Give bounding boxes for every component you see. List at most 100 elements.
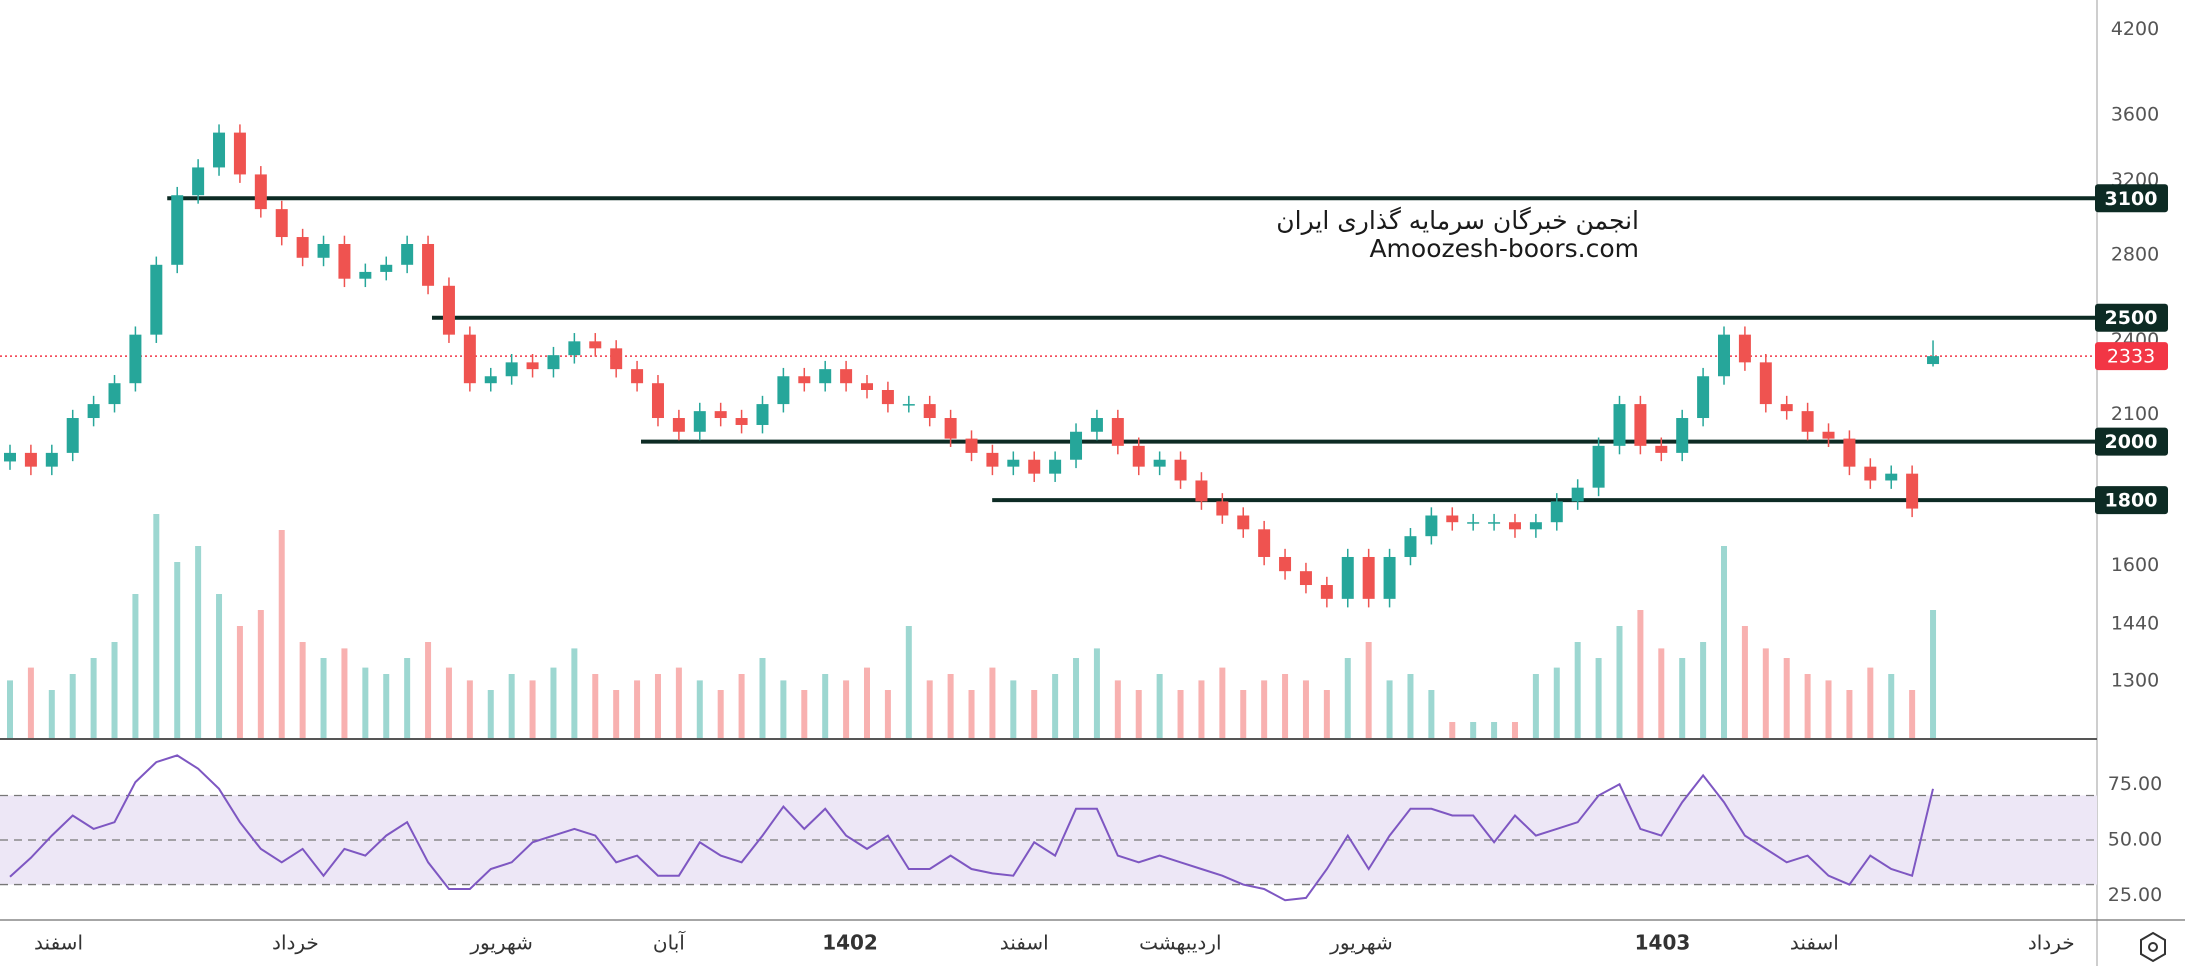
level-label: 2000 xyxy=(2105,431,2158,453)
level-label-box xyxy=(2095,303,2168,332)
x-tick-label: 1402 xyxy=(822,931,878,955)
settings-icon[interactable] xyxy=(2140,931,2166,963)
candle-body xyxy=(1738,334,1751,363)
candle-body xyxy=(338,243,351,279)
volume-bar xyxy=(613,690,620,738)
candle-body xyxy=(296,237,309,258)
volume-bar xyxy=(1721,546,1728,738)
candle-body xyxy=(45,452,58,467)
volume-bar xyxy=(153,514,160,738)
candle-body xyxy=(1592,445,1605,488)
candle-body xyxy=(380,264,393,272)
volume-bar xyxy=(1073,658,1080,738)
volume-bar xyxy=(1114,680,1121,738)
volume-bar xyxy=(1177,690,1184,738)
volume-bar xyxy=(1595,658,1602,738)
volume-bar xyxy=(634,680,641,738)
candle-body xyxy=(1508,522,1521,530)
x-tick-label: خرداد xyxy=(272,931,319,955)
volume-bar xyxy=(278,530,285,738)
volume-bar xyxy=(1365,642,1372,738)
settings-dot[interactable] xyxy=(2148,942,2158,952)
volume-bar xyxy=(1093,648,1100,738)
volume-bar xyxy=(1930,610,1937,738)
candle-body xyxy=(1446,515,1459,523)
volume-bar xyxy=(1804,674,1811,738)
candle-body xyxy=(442,285,455,335)
volume-bar xyxy=(1135,690,1142,738)
candle-body xyxy=(484,376,497,384)
volume-bar xyxy=(1574,642,1581,738)
volume-bar xyxy=(738,674,745,738)
candle-body xyxy=(1488,522,1501,524)
candle-body xyxy=(1655,445,1668,453)
volume-bar xyxy=(362,667,369,738)
volume-bar xyxy=(759,658,766,738)
candle-body xyxy=(1404,536,1417,557)
candle-body xyxy=(1571,487,1584,502)
volume-bar xyxy=(1846,690,1853,738)
candle-body xyxy=(1237,515,1250,530)
x-tick-label: خرداد xyxy=(2028,931,2075,955)
x-tick-label: اسفند xyxy=(1790,931,1839,955)
last-price-box xyxy=(2095,342,2168,371)
candle-body xyxy=(923,404,936,419)
candle-body xyxy=(1216,501,1229,516)
y-tick-label: 1300 xyxy=(2111,669,2159,691)
volume-bar xyxy=(1888,674,1895,738)
candle-body xyxy=(1258,529,1271,557)
candle-body xyxy=(693,411,706,432)
volume-bar xyxy=(466,680,473,738)
candle-body xyxy=(1279,556,1292,572)
volume-bar xyxy=(989,667,996,738)
level-label: 2500 xyxy=(2105,307,2158,329)
candle-body xyxy=(108,383,121,405)
rsi-tick-label: 75.00 xyxy=(2108,773,2162,795)
volume-bar xyxy=(508,674,515,738)
candle-body xyxy=(1634,404,1647,446)
candle-body xyxy=(756,404,769,425)
y-tick-label: 2100 xyxy=(2111,403,2159,425)
candle-body xyxy=(1676,418,1689,453)
candle-body xyxy=(651,383,664,419)
volume-bar xyxy=(27,667,34,738)
volume-bar xyxy=(1470,722,1477,738)
x-tick-label: اسفند xyxy=(1000,931,1049,955)
settings-hexagon[interactable] xyxy=(2140,931,2166,963)
volume-bar xyxy=(487,690,494,738)
volume-bar xyxy=(884,690,891,738)
candle-body xyxy=(1090,418,1103,432)
candle-body xyxy=(1341,556,1354,599)
volume-bar xyxy=(947,674,954,738)
volume-bar xyxy=(1909,690,1916,738)
volume-bar xyxy=(1302,680,1309,738)
candle-body xyxy=(87,404,100,419)
candle-body xyxy=(1927,356,1940,365)
volume-bar xyxy=(780,680,787,738)
volume-bar xyxy=(1344,658,1351,738)
volume-bar xyxy=(1825,680,1832,738)
volume-bar xyxy=(90,658,97,738)
candle-body xyxy=(1153,459,1166,467)
volume-bar xyxy=(320,658,327,738)
candle-body xyxy=(1718,334,1731,377)
candle-body xyxy=(1320,585,1333,599)
level-label-box xyxy=(2095,486,2168,515)
volume-bar xyxy=(1658,648,1665,738)
volume-bar xyxy=(445,667,452,738)
volume-bar xyxy=(1240,690,1247,738)
candle-body xyxy=(1822,431,1835,439)
volume-bar xyxy=(1407,674,1414,738)
candle-body xyxy=(401,243,414,265)
candle-body xyxy=(1467,522,1480,524)
volume-bar xyxy=(1741,626,1748,738)
last-price-label: 2333 xyxy=(2107,346,2155,368)
volume-bar xyxy=(236,626,243,738)
candle-body xyxy=(526,362,539,370)
y-tick-label: 4200 xyxy=(2111,18,2159,40)
candle-body xyxy=(589,341,602,349)
candle-body xyxy=(1049,459,1062,474)
volume-bar xyxy=(1762,648,1769,738)
candle-body xyxy=(1550,501,1563,523)
volume-bar xyxy=(7,680,13,738)
